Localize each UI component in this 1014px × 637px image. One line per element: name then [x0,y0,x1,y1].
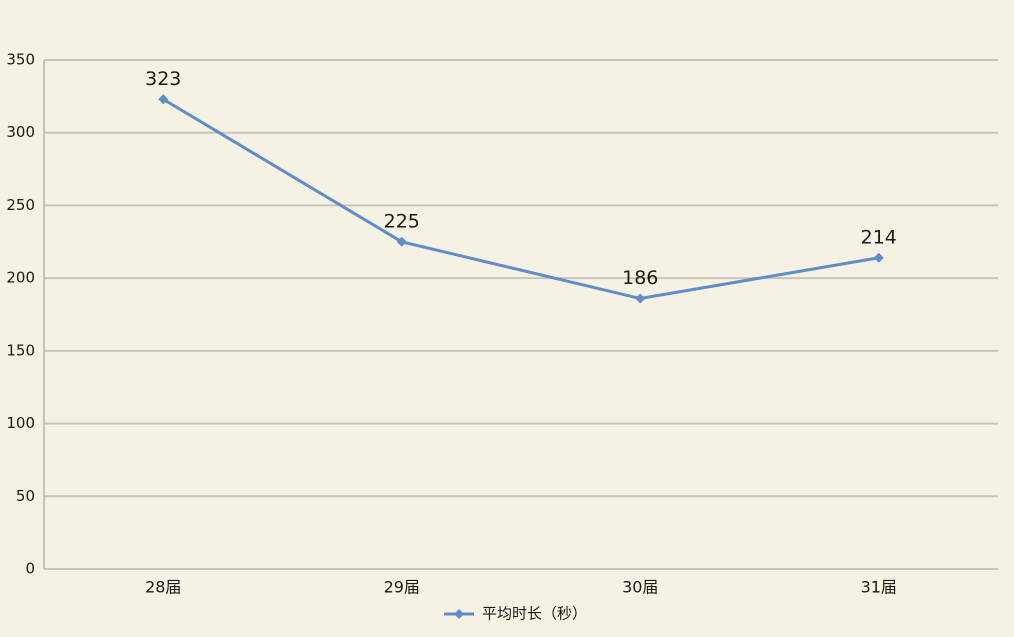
marker [158,94,169,105]
y-tick-label: 250 [6,196,35,214]
data-label: 225 [384,210,420,232]
x-tick-label: 28届 [145,578,181,597]
y-tick-label: 350 [6,51,35,69]
line [162,97,880,301]
data-label: 214 [861,226,897,248]
marker [635,293,646,304]
y-tick-label: 50 [16,487,35,505]
y-tick-label: 100 [6,414,35,432]
legend-marker [454,609,464,619]
y-tick-label: 300 [6,123,35,141]
y-tick-label: 0 [25,560,35,578]
marker [396,236,407,247]
y-tick-label: 150 [6,341,35,359]
marker [873,252,884,263]
data-label: 186 [622,267,658,289]
x-tick-label: 31届 [861,578,897,597]
x-tick-label: 29届 [384,578,420,597]
y-tick-label: 200 [6,269,35,287]
legend-label: 平均时长（秒） [482,605,587,623]
x-tick-label: 30届 [622,578,658,597]
data-label: 323 [145,68,181,90]
